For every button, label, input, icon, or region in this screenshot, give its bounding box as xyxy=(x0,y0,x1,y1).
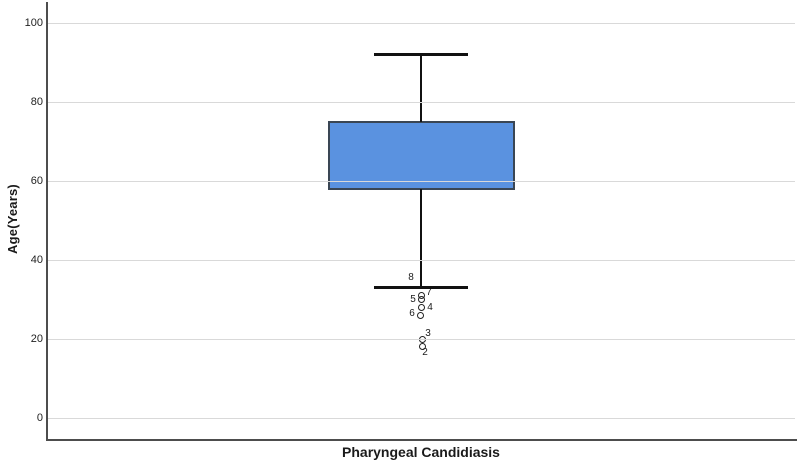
x-axis-line xyxy=(46,439,797,441)
iqr-box xyxy=(327,120,515,190)
y-tick-label: 20 xyxy=(30,333,43,345)
y-gridline xyxy=(48,22,795,24)
lower-whisker-cap xyxy=(374,286,468,290)
y-tick-label: 60 xyxy=(30,175,43,187)
y-gridline xyxy=(48,180,795,182)
outlier-case-label: 7 xyxy=(426,286,432,298)
outlier-case-label: 5 xyxy=(410,293,416,305)
y-gridline xyxy=(48,338,795,340)
outlier-marker xyxy=(417,311,424,319)
outlier-case-label: 2 xyxy=(422,346,428,358)
y-gridline xyxy=(48,259,795,261)
upper-whisker-line xyxy=(420,54,422,122)
y-tick-label: 0 xyxy=(36,412,43,424)
x-axis-title: Pharyngeal Candidiasis xyxy=(342,444,500,460)
outlier-case-label: 8 xyxy=(408,271,414,283)
y-tick-label: 80 xyxy=(30,96,43,108)
outlier-marker xyxy=(419,343,426,351)
outlier-case-label: 6 xyxy=(409,308,415,320)
outlier-marker xyxy=(418,303,425,311)
outlier-case-label: 4 xyxy=(427,302,433,314)
y-gridline xyxy=(48,101,795,103)
lower-whisker-line xyxy=(420,188,422,288)
y-axis-line xyxy=(46,2,48,440)
outlier-case-label: 3 xyxy=(425,328,431,339)
y-gridline xyxy=(48,417,795,419)
y-tick-label: 100 xyxy=(24,17,43,29)
outlier-marker xyxy=(418,292,425,300)
y-tick-label: 40 xyxy=(30,254,43,266)
